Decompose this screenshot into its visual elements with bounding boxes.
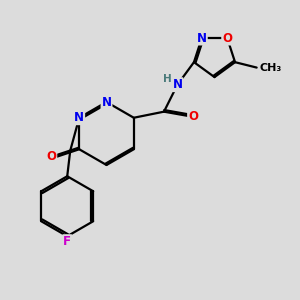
Text: O: O [46,150,56,163]
Text: N: N [101,95,112,109]
Text: O: O [222,32,232,44]
Text: N: N [172,78,182,91]
Text: F: F [63,235,71,248]
Text: CH₃: CH₃ [259,63,281,73]
Text: O: O [188,110,198,123]
Text: N: N [197,32,207,44]
Text: H: H [163,74,171,84]
Text: N: N [74,111,84,124]
